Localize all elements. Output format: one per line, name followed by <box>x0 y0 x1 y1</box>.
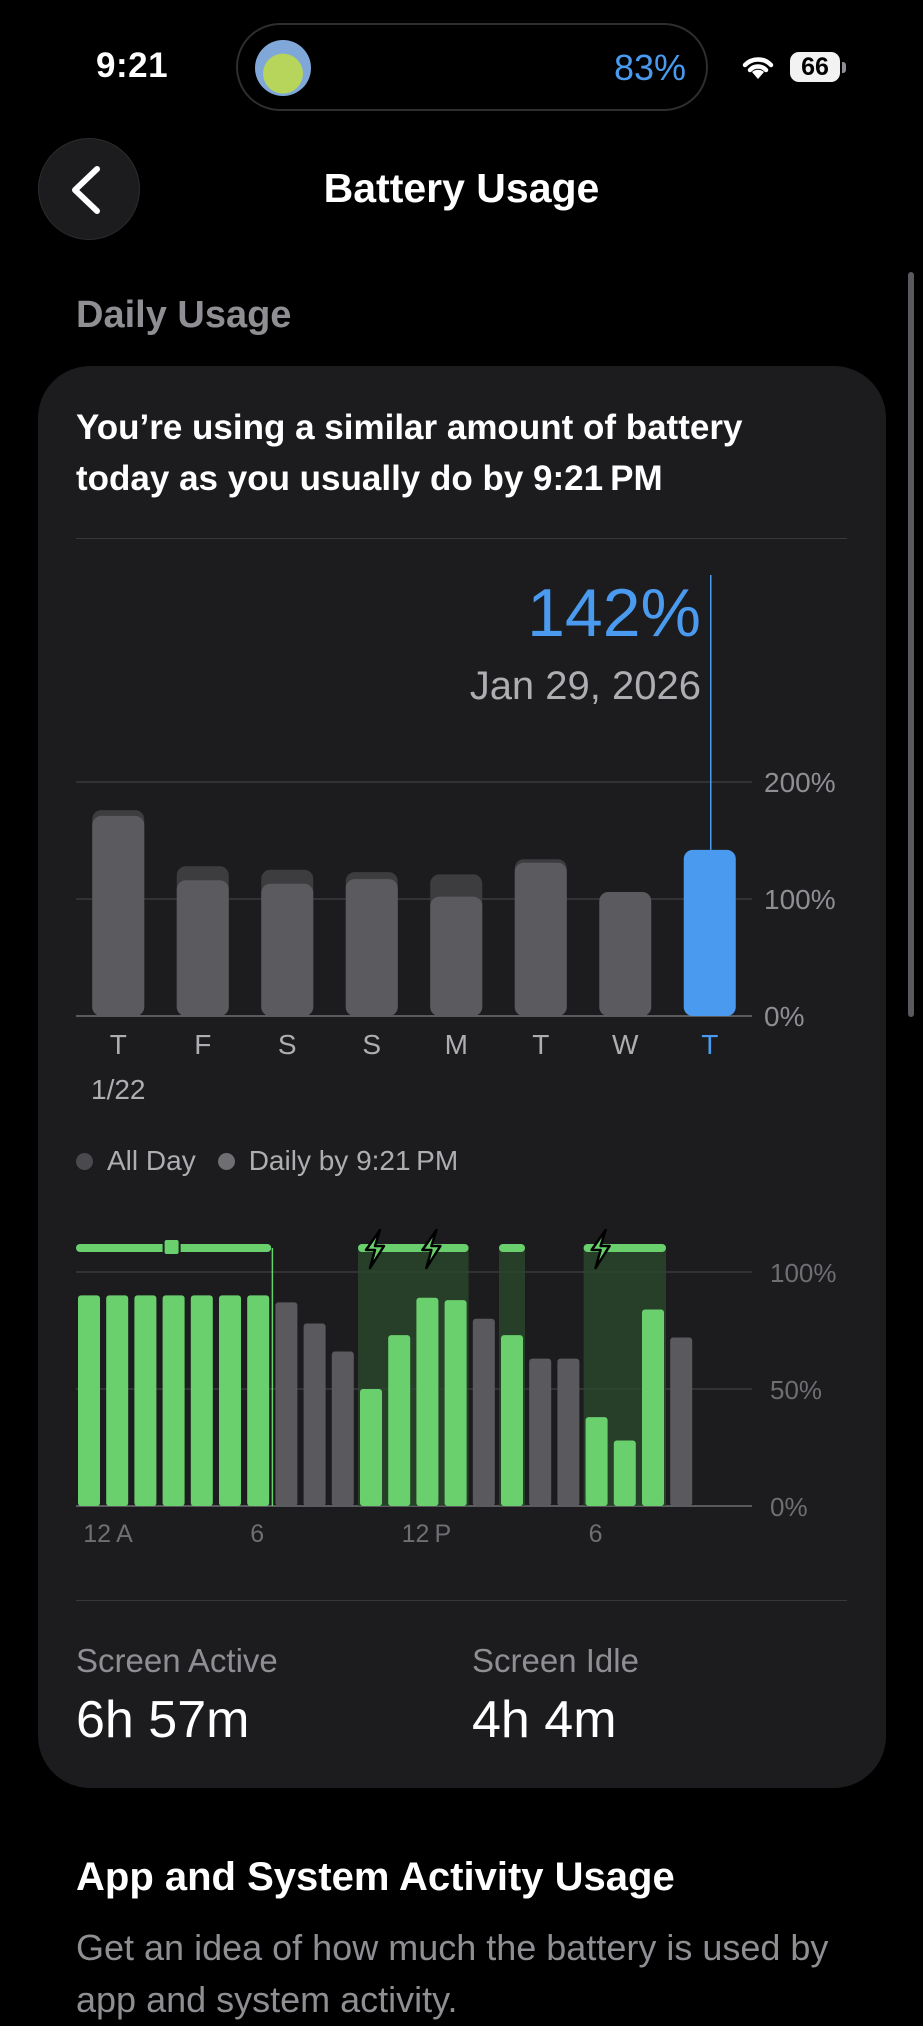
y-tick-label: 200% <box>764 767 836 798</box>
charging-bolt-icon <box>421 1228 442 1270</box>
y-tick-label: 50% <box>770 1375 822 1405</box>
hourly-bar[interactable] <box>670 1337 693 1506</box>
app-avatar-icon <box>255 40 311 96</box>
chevron-left-icon <box>72 166 100 214</box>
battery-icon: 66 <box>790 52 840 82</box>
status-time: 9:21 <box>96 46 169 85</box>
bar-daily-by-time[interactable] <box>599 891 652 1016</box>
app-activity-section-title: App and System Activity Usage <box>76 1855 675 1899</box>
hourly-bar[interactable] <box>416 1297 439 1506</box>
dynamic-island[interactable]: 83% <box>236 23 708 111</box>
y-tick-label: 0% <box>770 1492 808 1522</box>
bar-daily-by-time[interactable] <box>92 815 145 1016</box>
bar-daily-by-time[interactable] <box>261 883 314 1016</box>
usage-summary-headline: You’re using a similar amount of battery… <box>76 408 743 498</box>
hourly-bar[interactable] <box>472 1318 495 1506</box>
app-activity-description: Get an idea of how much the battery is u… <box>76 1927 829 2020</box>
divider <box>76 1600 847 1601</box>
hourly-bar[interactable] <box>585 1417 608 1506</box>
x-tick-label: T <box>110 1029 127 1060</box>
x-date-label: 1/22 <box>91 1074 146 1105</box>
legend-dot-daily-by-time <box>217 1152 235 1170</box>
y-tick-label: 100% <box>770 1258 837 1288</box>
selected-day-date: Jan 29, 2026 <box>469 664 701 708</box>
hourly-bar[interactable] <box>501 1335 523 1506</box>
page-title: Battery Usage <box>323 165 600 211</box>
divider <box>76 538 847 539</box>
charging-bolt-icon <box>590 1228 611 1270</box>
x-tick-label: T <box>532 1029 549 1060</box>
x-tick-label: S <box>278 1029 297 1060</box>
hourly-bar[interactable] <box>444 1300 467 1506</box>
chart-legend: All Day Daily by 9:21 PM <box>76 1145 480 1177</box>
x-tick-label: M <box>445 1029 468 1060</box>
plugged-in-marker <box>162 1238 181 1256</box>
screen-active-value: 6h 57m <box>76 1691 250 1749</box>
x-tick-label: 12 P <box>402 1520 452 1548</box>
hourly-bar[interactable] <box>388 1335 411 1506</box>
charging-bolt-icon <box>364 1228 386 1270</box>
bar-daily-by-time-selected[interactable] <box>683 849 736 1016</box>
charging-period-bar <box>499 1244 525 1252</box>
screen-active-label: Screen Active <box>76 1642 278 1679</box>
legend-label-daily-by-time: Daily by 9:21 PM <box>248 1145 459 1176</box>
x-tick-label: S <box>362 1029 381 1060</box>
bar-daily-by-time[interactable] <box>345 879 398 1016</box>
selected-day-value: 142% <box>527 575 701 651</box>
wifi-icon <box>742 57 774 79</box>
hourly-bar[interactable] <box>360 1389 382 1506</box>
x-tick-label: 6 <box>250 1520 264 1548</box>
x-tick-label: 12 A <box>83 1520 133 1548</box>
hourly-bar[interactable] <box>134 1295 157 1506</box>
battery-tip <box>842 62 846 73</box>
hourly-bar[interactable] <box>331 1351 354 1506</box>
hourly-bar[interactable] <box>190 1295 213 1506</box>
bar-daily-by-time[interactable] <box>176 880 229 1016</box>
hourly-bar[interactable] <box>529 1358 552 1506</box>
bar-daily-by-time[interactable] <box>514 862 567 1016</box>
legend-label-all-day: All Day <box>107 1145 196 1176</box>
hourly-bar[interactable] <box>557 1358 580 1506</box>
hourly-bar[interactable] <box>613 1440 636 1506</box>
section-title-daily-usage: Daily Usage <box>76 294 292 336</box>
hourly-bar[interactable] <box>219 1295 241 1506</box>
hourly-bar[interactable] <box>275 1302 298 1506</box>
island-battery-percent: 83% <box>613 47 686 88</box>
bar-daily-by-time[interactable] <box>430 896 483 1016</box>
y-tick-label: 0% <box>764 1001 804 1032</box>
x-tick-label: F <box>194 1029 211 1060</box>
hourly-bar[interactable] <box>642 1309 664 1506</box>
x-tick-label: 6 <box>589 1520 603 1548</box>
hourly-bar[interactable] <box>303 1323 326 1506</box>
hourly-bar[interactable] <box>78 1295 100 1506</box>
y-tick-label: 100% <box>764 884 836 915</box>
hourly-battery-level-chart[interactable]: 100% 50% 0% 12 A 6 12 P 6 <box>0 1210 923 1560</box>
screen-idle-value: 4h 4m <box>472 1691 617 1749</box>
legend-dot-all-day <box>76 1152 93 1170</box>
hourly-bar[interactable] <box>106 1295 129 1506</box>
legend-item-daily-by-time: Daily by 9:21 PM <box>217 1145 459 1177</box>
daily-usage-chart[interactable]: 200% 100% 0% T F S S M T W T 1/22 <box>0 560 923 1120</box>
daily-usage-card <box>38 366 886 1788</box>
x-tick-label: T <box>701 1029 718 1060</box>
hourly-bar[interactable] <box>162 1295 185 1506</box>
legend-item-all-day: All Day <box>76 1145 196 1177</box>
hourly-bar[interactable] <box>247 1295 270 1506</box>
x-tick-label: W <box>612 1029 639 1060</box>
back-button[interactable] <box>38 138 140 240</box>
scrollbar[interactable] <box>908 272 914 1017</box>
screen-idle-label: Screen Idle <box>472 1642 639 1679</box>
